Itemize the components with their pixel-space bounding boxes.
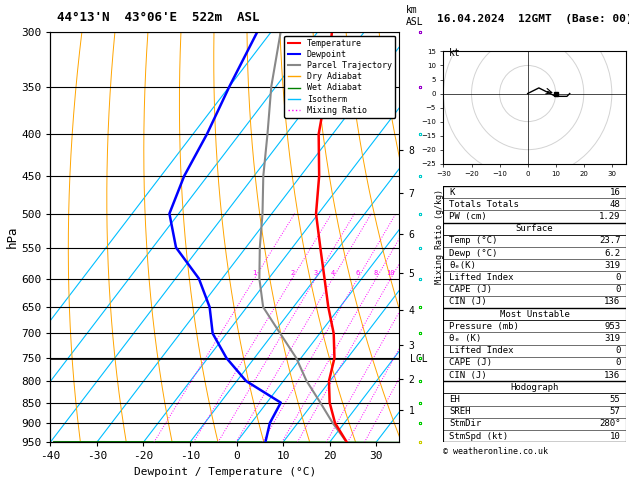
Text: 6.2: 6.2	[604, 249, 620, 258]
Text: StmDir: StmDir	[449, 419, 481, 429]
Text: 10: 10	[610, 432, 620, 441]
Text: 44°13'N  43°06'E  522m  ASL: 44°13'N 43°06'E 522m ASL	[57, 11, 259, 24]
Text: 0: 0	[615, 273, 620, 282]
Text: LCL: LCL	[410, 354, 428, 364]
Text: StmSpd (kt): StmSpd (kt)	[449, 432, 508, 441]
Text: 6: 6	[355, 270, 360, 276]
Text: 16.04.2024  12GMT  (Base: 00): 16.04.2024 12GMT (Base: 00)	[437, 14, 629, 24]
Text: kt: kt	[449, 48, 461, 58]
Text: 8: 8	[374, 270, 378, 276]
Text: Pressure (mb): Pressure (mb)	[449, 322, 519, 331]
Text: 953: 953	[604, 322, 620, 331]
Text: Lifted Index: Lifted Index	[449, 346, 513, 355]
Y-axis label: hPa: hPa	[5, 226, 18, 248]
Text: 23.7: 23.7	[599, 236, 620, 245]
Text: 57: 57	[610, 407, 620, 416]
Text: © weatheronline.co.uk: © weatheronline.co.uk	[443, 447, 548, 456]
Text: Lifted Index: Lifted Index	[449, 273, 513, 282]
Text: θₑ(K): θₑ(K)	[449, 261, 476, 270]
Text: 280°: 280°	[599, 419, 620, 429]
Text: Most Unstable: Most Unstable	[499, 310, 570, 319]
Text: CIN (J): CIN (J)	[449, 371, 487, 380]
Text: Hodograph: Hodograph	[511, 383, 559, 392]
Text: 1.29: 1.29	[599, 212, 620, 221]
Text: 319: 319	[604, 334, 620, 343]
Legend: Temperature, Dewpoint, Parcel Trajectory, Dry Adiabat, Wet Adiabat, Isotherm, Mi: Temperature, Dewpoint, Parcel Trajectory…	[284, 36, 395, 118]
Text: 48: 48	[610, 200, 620, 209]
Text: 16: 16	[610, 188, 620, 196]
Text: CAPE (J): CAPE (J)	[449, 285, 492, 294]
Text: 2: 2	[290, 270, 294, 276]
Text: 10: 10	[386, 270, 395, 276]
Text: Dewp (°C): Dewp (°C)	[449, 249, 498, 258]
Text: CAPE (J): CAPE (J)	[449, 359, 492, 367]
Text: θₑ (K): θₑ (K)	[449, 334, 481, 343]
Text: 319: 319	[604, 261, 620, 270]
Text: 1: 1	[252, 270, 257, 276]
Text: 0: 0	[615, 359, 620, 367]
Text: Surface: Surface	[516, 224, 554, 233]
Text: K: K	[449, 188, 454, 196]
Text: 4: 4	[330, 270, 335, 276]
Text: 3: 3	[313, 270, 318, 276]
Text: 136: 136	[604, 297, 620, 306]
Text: CIN (J): CIN (J)	[449, 297, 487, 306]
Text: 55: 55	[610, 395, 620, 404]
Text: 136: 136	[604, 371, 620, 380]
Text: SREH: SREH	[449, 407, 470, 416]
Text: EH: EH	[449, 395, 460, 404]
X-axis label: Dewpoint / Temperature (°C): Dewpoint / Temperature (°C)	[134, 467, 316, 477]
Y-axis label: Mixing Ratio (g/kg): Mixing Ratio (g/kg)	[435, 190, 444, 284]
Text: 0: 0	[615, 285, 620, 294]
Text: km
ASL: km ASL	[406, 5, 423, 27]
Text: PW (cm): PW (cm)	[449, 212, 487, 221]
Text: 0: 0	[615, 346, 620, 355]
Text: Totals Totals: Totals Totals	[449, 200, 519, 209]
Text: Temp (°C): Temp (°C)	[449, 236, 498, 245]
